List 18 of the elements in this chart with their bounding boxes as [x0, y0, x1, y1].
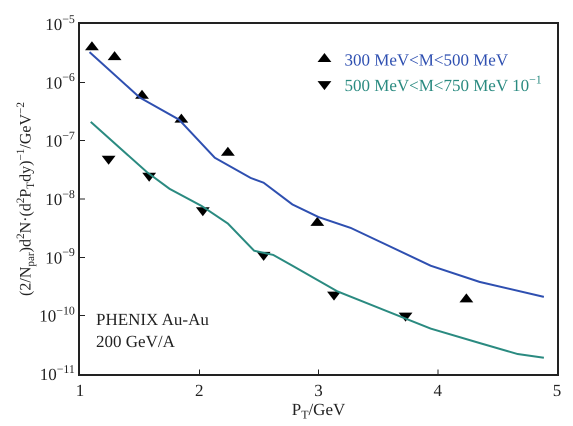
line-series — [88, 51, 545, 298]
y-tick-label: 10$^{−11}$ — [40, 362, 75, 384]
y-tick-label: 10$^{−5}$ — [45, 12, 75, 34]
legend-label: 500 MeV<M<750 MeV 10$^{−1}$ — [344, 72, 542, 95]
x-axis-title: P$_{T}$/GeV — [292, 400, 346, 422]
x-tick-label: 1 — [76, 381, 84, 400]
legend-label: 300 MeV<M<500 MeV — [344, 50, 509, 70]
y-tick-label: 10$^{−6}$ — [45, 70, 75, 92]
y-tick-label: 10$^{−10}$ — [39, 303, 75, 326]
x-tick-label: 3 — [314, 381, 323, 400]
annotation: PHENIX Au-Au 200 GeV/A — [96, 310, 210, 352]
line-series — [90, 120, 545, 359]
x-tick-label: 5 — [552, 381, 562, 400]
y-tick-label: 10$^{−7}$ — [45, 128, 75, 151]
y-tick-label: 10$^{−9}$ — [45, 245, 75, 268]
x-tick-label: 4 — [434, 381, 442, 400]
y-tick-label: 10$^{−8}$ — [45, 186, 75, 209]
x-tick-label: 2 — [195, 381, 204, 400]
